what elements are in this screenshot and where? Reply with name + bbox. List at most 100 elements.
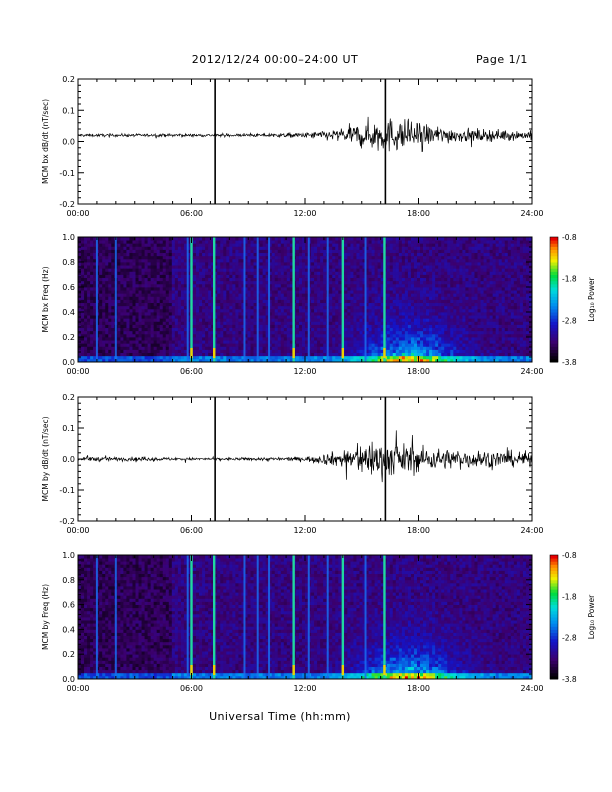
spectrogram-cell <box>138 240 142 244</box>
spectrogram-cell <box>226 246 230 250</box>
spectrogram-cell <box>138 333 142 338</box>
spectrogram-cell <box>220 277 224 282</box>
spectrogram-cell <box>338 249 342 254</box>
spectrogram-cell <box>183 330 188 335</box>
spectrogram-cell <box>202 283 206 288</box>
spectrogram-cell <box>365 290 369 294</box>
spectrogram-cell <box>274 258 279 263</box>
spectrogram-cell <box>441 324 445 329</box>
spectrogram-cell <box>81 333 85 338</box>
spectrogram-cell <box>229 271 233 275</box>
spectrogram-cell <box>426 352 430 357</box>
spectrogram-cell <box>108 349 112 354</box>
spectrogram-cell <box>386 290 391 294</box>
spectrogram-cell <box>371 312 376 316</box>
spectrogram-cell <box>338 308 342 313</box>
spectrogram-cell <box>368 258 372 263</box>
spectrogram-cell <box>392 352 397 357</box>
spectrogram-cell <box>171 280 176 285</box>
spectrogram-cell <box>407 337 412 341</box>
spectrogram-cell <box>111 312 115 316</box>
spectrogram-cell <box>165 271 170 275</box>
spectrogram-cell <box>329 268 333 272</box>
spectrogram-cell <box>286 330 291 335</box>
spectrogram-cell <box>441 333 445 338</box>
spectrogram-cell <box>141 277 145 282</box>
spectrogram-cell <box>120 240 124 244</box>
spectrogram-cell <box>432 265 436 269</box>
spectrogram-cell <box>311 280 315 285</box>
spectrogram-cell <box>374 321 379 325</box>
spectrogram-cell <box>253 277 257 282</box>
spectrogram-cell <box>329 302 333 307</box>
spectrogram-cell <box>165 283 170 288</box>
spectrogram-cell <box>350 296 354 300</box>
spectrogram-cell <box>295 312 300 316</box>
spectrogram-cell <box>253 315 257 319</box>
spectrogram-cell <box>226 327 230 332</box>
spectrogram-cell <box>374 258 379 263</box>
spectrogram-cell <box>410 346 415 350</box>
spectrogram-cell <box>147 237 152 241</box>
spectrogram-cell <box>250 330 254 335</box>
spectrogram-cell <box>398 265 403 269</box>
spectrogram-cell <box>344 237 348 241</box>
spectrogram-cell <box>174 290 179 294</box>
spectrogram-cell <box>177 349 182 354</box>
spectrogram-cell <box>277 296 282 300</box>
spectrogram-cell <box>150 352 155 357</box>
spectrogram-cell <box>253 337 257 341</box>
spectrogram-cell <box>202 315 206 319</box>
spectrogram-cell <box>265 258 270 263</box>
spectrogram-cell <box>407 312 412 316</box>
spectrogram-cell <box>105 237 109 241</box>
spectrogram-cell <box>220 352 224 357</box>
spectrogram-cell <box>135 290 139 294</box>
spectrogram-cell <box>289 237 294 241</box>
spectrogram-cell <box>165 268 170 272</box>
spectrogram-cell <box>196 305 200 310</box>
spectrogram-cell <box>368 327 372 332</box>
spectrogram-cell <box>132 262 136 266</box>
spectrogram-cell <box>132 287 136 291</box>
spectrogram-cell <box>295 296 300 300</box>
spectrogram-cell <box>317 293 321 297</box>
spectrogram-cell <box>162 274 167 279</box>
spectrogram-cell <box>426 308 430 313</box>
spectrogram-cell <box>395 246 400 250</box>
spectrogram-cell <box>214 355 218 360</box>
spectrogram-cell <box>84 293 88 297</box>
spectrogram-cell <box>217 349 221 354</box>
spectrogram-cell <box>156 290 161 294</box>
spectrogram-cell <box>332 343 336 347</box>
spectrogram-cell <box>429 258 433 263</box>
spectrogram-cell <box>374 358 379 363</box>
spectrogram-cell <box>353 318 357 322</box>
spectrogram-cell <box>377 340 382 344</box>
spectrogram-cell <box>223 262 227 266</box>
spectrogram-cell <box>253 327 257 332</box>
spectrogram-cell <box>368 343 372 347</box>
spectrogram-cell <box>250 283 254 288</box>
spectrogram-cell <box>338 346 342 350</box>
spectrogram-cell <box>298 327 303 332</box>
spectrogram-cell <box>120 343 124 347</box>
spectrogram-cell <box>259 327 264 332</box>
spectrogram-cell <box>289 255 294 260</box>
spectrogram-cell <box>159 274 164 279</box>
spectrogram-cell <box>235 302 239 307</box>
spectrogram-cell <box>117 268 121 272</box>
spectrogram-cell <box>241 240 245 244</box>
spectrogram-cell <box>371 349 376 354</box>
spectrogram-cell <box>93 262 97 266</box>
spectrogram-cell <box>199 283 203 288</box>
spectrogram-cell <box>353 343 357 347</box>
spectrogram-cell <box>320 290 324 294</box>
spectrogram-cell <box>420 355 424 360</box>
spectrogram-cell <box>362 299 366 304</box>
spectrogram-cell <box>350 287 354 291</box>
spectrogram-cell <box>380 318 385 322</box>
spectrogram-cell <box>289 240 294 244</box>
spectrogram-cell <box>365 265 369 269</box>
spectrogram-cell <box>238 246 242 250</box>
